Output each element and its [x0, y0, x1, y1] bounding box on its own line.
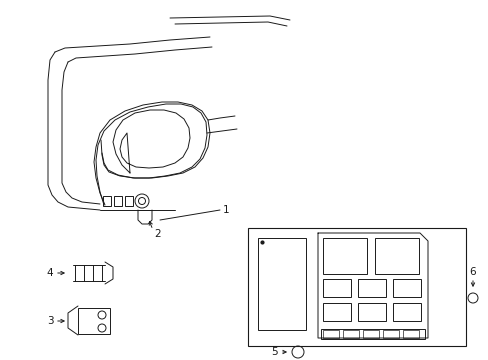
Bar [320, 329, 424, 339]
Bar [114, 196, 122, 206]
Text: 5: 5 [270, 347, 277, 357]
Bar [323, 303, 350, 321]
Bar [402, 330, 418, 338]
Text: 3: 3 [46, 316, 53, 326]
Bar [392, 303, 420, 321]
Bar [362, 330, 378, 338]
Bar [125, 196, 133, 206]
Text: 2: 2 [154, 229, 161, 239]
Bar [392, 279, 420, 297]
Text: 6: 6 [469, 267, 475, 277]
Text: 4: 4 [46, 268, 53, 278]
Bar [323, 238, 366, 274]
Bar [374, 238, 418, 274]
Bar [357, 279, 385, 297]
Text: 1: 1 [222, 205, 229, 215]
Bar [78, 308, 110, 334]
Bar [342, 330, 358, 338]
Bar [382, 330, 398, 338]
Bar [357, 303, 385, 321]
Bar [247, 228, 465, 346]
Bar [103, 196, 111, 206]
Bar [323, 279, 350, 297]
Bar [258, 238, 305, 330]
Bar [323, 330, 338, 338]
